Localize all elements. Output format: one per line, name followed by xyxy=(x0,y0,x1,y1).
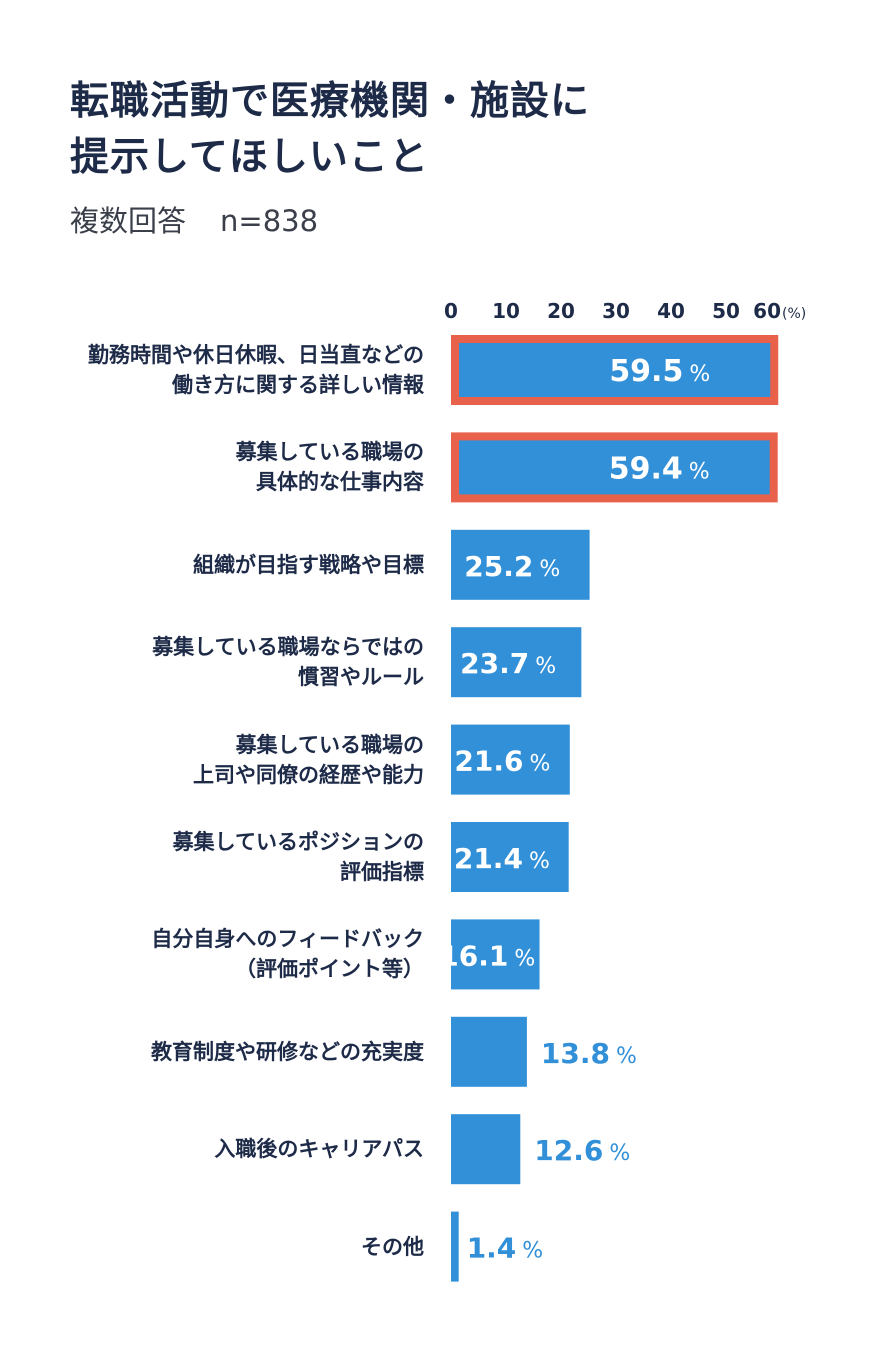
answer-type-label: 複数回答 xyxy=(70,204,187,238)
data-label: 59.5% xyxy=(609,354,710,389)
data-label: 12.6% xyxy=(534,1134,630,1167)
bar xyxy=(451,919,540,990)
category-label-line: 教育制度や研修などの充実度 xyxy=(151,1039,424,1064)
category-label: 募集している職場ならではの慣習やルール xyxy=(152,632,424,692)
category-label-line: 募集しているポジションの xyxy=(172,830,424,854)
bar xyxy=(451,627,582,698)
x-tick-label: 20 xyxy=(547,299,575,323)
data-label: 21.4% xyxy=(454,842,550,875)
bar xyxy=(451,822,569,892)
category-label: 教育制度や研修などの充実度 xyxy=(151,1037,424,1067)
category-label-line: 組織が目指す戦略や目標 xyxy=(193,552,424,577)
bar xyxy=(451,1114,521,1185)
category-label-line: 自分自身へのフィードバック xyxy=(151,927,424,952)
category-label: 募集しているポジションの評価指標 xyxy=(173,827,424,887)
bar xyxy=(451,1016,527,1087)
x-tick-label: 10 xyxy=(492,299,520,323)
data-label: 13.8% xyxy=(541,1037,637,1070)
category-label: 自分自身へのフィードバック （評価ポイント等） xyxy=(151,924,424,984)
category-label-line: その他 xyxy=(361,1234,424,1259)
chart-title-line-2: 提示してほしいこと xyxy=(70,135,429,180)
bar xyxy=(451,724,570,795)
chart-title-line-1: 転職活動で医療機関・施設に xyxy=(70,79,591,124)
category-label-line: （評価ポイント等） xyxy=(235,957,424,982)
x-tick-label: 50 xyxy=(712,299,740,323)
category-label: 組織が目指す戦略や目標 xyxy=(193,550,424,580)
x-tick-label: 40 xyxy=(657,299,685,323)
data-label: 25.2% xyxy=(464,550,560,583)
category-label-line: 募集している職場ならではの xyxy=(152,635,424,660)
category-label-line: 働き方に関する詳しい情報 xyxy=(172,373,424,397)
category-label-line: 入職後のキャリアパス xyxy=(214,1137,424,1162)
data-label: 21.6% xyxy=(454,745,550,778)
bar xyxy=(459,440,770,495)
category-label: 募集している職場の具体的な仕事内容 xyxy=(236,437,424,497)
bar xyxy=(459,343,771,397)
category-label-line: 募集している職場の xyxy=(235,732,424,757)
sample-size-label: n=838 xyxy=(220,204,319,238)
category-label-line: 募集している職場の xyxy=(235,440,424,465)
data-label: 1.4% xyxy=(467,1232,544,1265)
category-label-line: 具体的な仕事内容 xyxy=(256,470,424,495)
category-label: その他 xyxy=(361,1232,424,1262)
category-label-line: 評価指標 xyxy=(340,860,424,884)
category-label-line: 上司や同僚の経歴や能力 xyxy=(193,762,424,787)
x-tick-label: 0 xyxy=(444,299,458,323)
x-tick-label: 60 xyxy=(753,299,781,323)
x-tick-label: 30 xyxy=(602,299,630,323)
category-label-line: 慣習やルール xyxy=(298,665,424,690)
category-label-line: 勤務時間や休日休暇、日当直などの xyxy=(88,343,424,367)
bar xyxy=(451,529,590,600)
data-label: 16.1% xyxy=(439,939,535,972)
data-label: 59.4% xyxy=(609,451,710,486)
chart-subtitle: 複数回答 n=838 xyxy=(70,198,318,240)
category-label: 入職後のキャリアパス xyxy=(214,1134,424,1164)
category-label: 勤務時間や休日休暇、日当直などの働き方に関する詳しい情報 xyxy=(88,340,424,400)
category-label: 募集している職場の上司や同僚の経歴や能力 xyxy=(193,730,424,790)
x-axis-unit: (%) xyxy=(782,306,806,322)
data-label: 23.7% xyxy=(460,647,556,680)
bar xyxy=(451,1211,459,1282)
